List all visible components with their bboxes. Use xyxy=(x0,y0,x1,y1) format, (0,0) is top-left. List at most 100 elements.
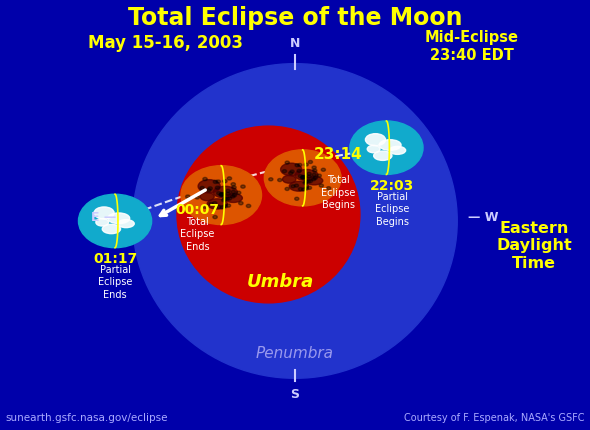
Circle shape xyxy=(301,176,306,179)
Text: 23:14: 23:14 xyxy=(314,146,362,161)
Circle shape xyxy=(226,193,230,196)
Circle shape xyxy=(231,183,235,187)
Circle shape xyxy=(307,176,312,179)
Ellipse shape xyxy=(306,177,323,185)
Circle shape xyxy=(291,185,295,188)
Circle shape xyxy=(303,182,307,185)
Circle shape xyxy=(294,184,299,188)
Circle shape xyxy=(298,164,302,167)
Circle shape xyxy=(217,192,221,196)
Circle shape xyxy=(301,188,306,192)
Circle shape xyxy=(216,181,221,184)
Ellipse shape xyxy=(133,64,457,378)
Circle shape xyxy=(78,195,152,248)
Text: Total
Eclipse
Begins: Total Eclipse Begins xyxy=(321,175,355,210)
Circle shape xyxy=(283,170,287,173)
Text: Umbra: Umbra xyxy=(247,273,314,291)
Circle shape xyxy=(304,181,309,184)
Ellipse shape xyxy=(213,187,237,199)
Ellipse shape xyxy=(295,170,318,181)
Circle shape xyxy=(313,177,317,180)
Circle shape xyxy=(181,166,261,225)
Circle shape xyxy=(222,198,227,201)
Circle shape xyxy=(213,181,218,184)
Circle shape xyxy=(295,164,299,167)
Circle shape xyxy=(264,150,341,206)
Ellipse shape xyxy=(200,193,214,201)
Circle shape xyxy=(222,180,227,183)
Circle shape xyxy=(227,197,232,201)
Circle shape xyxy=(309,161,313,164)
Ellipse shape xyxy=(283,176,296,184)
Circle shape xyxy=(312,167,316,170)
Circle shape xyxy=(219,194,224,197)
Ellipse shape xyxy=(289,182,309,192)
Circle shape xyxy=(223,205,228,208)
Text: Total Eclipse of the Moon: Total Eclipse of the Moon xyxy=(128,6,462,31)
Circle shape xyxy=(289,172,293,175)
Circle shape xyxy=(220,206,225,209)
Circle shape xyxy=(226,190,230,193)
Text: 22:03: 22:03 xyxy=(371,178,414,192)
Circle shape xyxy=(212,202,217,206)
Circle shape xyxy=(285,162,289,165)
Circle shape xyxy=(326,187,331,190)
Ellipse shape xyxy=(96,219,109,227)
Circle shape xyxy=(268,178,273,181)
Circle shape xyxy=(306,181,310,184)
Ellipse shape xyxy=(108,213,130,224)
Ellipse shape xyxy=(207,200,227,209)
Ellipse shape xyxy=(379,140,401,151)
Text: sunearth.gsfc.nasa.gov/eclipse: sunearth.gsfc.nasa.gov/eclipse xyxy=(6,412,168,422)
Ellipse shape xyxy=(367,146,380,154)
Circle shape xyxy=(299,188,303,191)
Circle shape xyxy=(317,175,322,178)
Circle shape xyxy=(301,176,306,179)
Circle shape xyxy=(300,176,304,179)
Circle shape xyxy=(241,186,245,189)
Circle shape xyxy=(232,194,237,197)
Text: May 15-16, 2003: May 15-16, 2003 xyxy=(88,34,242,52)
Circle shape xyxy=(227,178,232,181)
Circle shape xyxy=(278,179,282,182)
Circle shape xyxy=(186,196,190,199)
Circle shape xyxy=(220,193,224,196)
Circle shape xyxy=(231,195,235,199)
Circle shape xyxy=(304,187,309,190)
Text: — W: — W xyxy=(468,211,499,224)
Circle shape xyxy=(309,180,313,183)
Text: E —: E — xyxy=(91,211,117,224)
Circle shape xyxy=(299,175,303,178)
Circle shape xyxy=(294,198,299,201)
Circle shape xyxy=(290,171,294,174)
Ellipse shape xyxy=(224,194,242,203)
Ellipse shape xyxy=(281,164,301,176)
Text: 01:17: 01:17 xyxy=(93,252,137,265)
Ellipse shape xyxy=(177,127,360,303)
Circle shape xyxy=(297,170,301,173)
Circle shape xyxy=(208,187,212,190)
Circle shape xyxy=(350,122,423,175)
Circle shape xyxy=(219,194,224,197)
Ellipse shape xyxy=(365,134,385,146)
Ellipse shape xyxy=(94,207,114,219)
Text: N: N xyxy=(290,37,300,50)
Circle shape xyxy=(301,177,305,180)
Circle shape xyxy=(225,198,230,201)
Circle shape xyxy=(321,169,326,172)
Circle shape xyxy=(209,203,214,206)
Text: Partial
Eclipse
Ends: Partial Eclipse Ends xyxy=(98,264,132,299)
Circle shape xyxy=(304,164,308,167)
Circle shape xyxy=(222,199,226,203)
Circle shape xyxy=(302,176,306,179)
Text: Eastern
Daylight
Time: Eastern Daylight Time xyxy=(496,220,572,270)
Circle shape xyxy=(219,194,224,197)
Text: Partial
Eclipse
Begins: Partial Eclipse Begins xyxy=(375,191,409,226)
Circle shape xyxy=(246,205,251,208)
Text: Courtesy of F. Espenak, NASA's GSFC: Courtesy of F. Espenak, NASA's GSFC xyxy=(404,412,584,422)
Circle shape xyxy=(237,192,241,195)
Circle shape xyxy=(312,174,316,177)
Ellipse shape xyxy=(373,152,392,161)
Circle shape xyxy=(203,178,207,181)
Circle shape xyxy=(195,197,199,200)
